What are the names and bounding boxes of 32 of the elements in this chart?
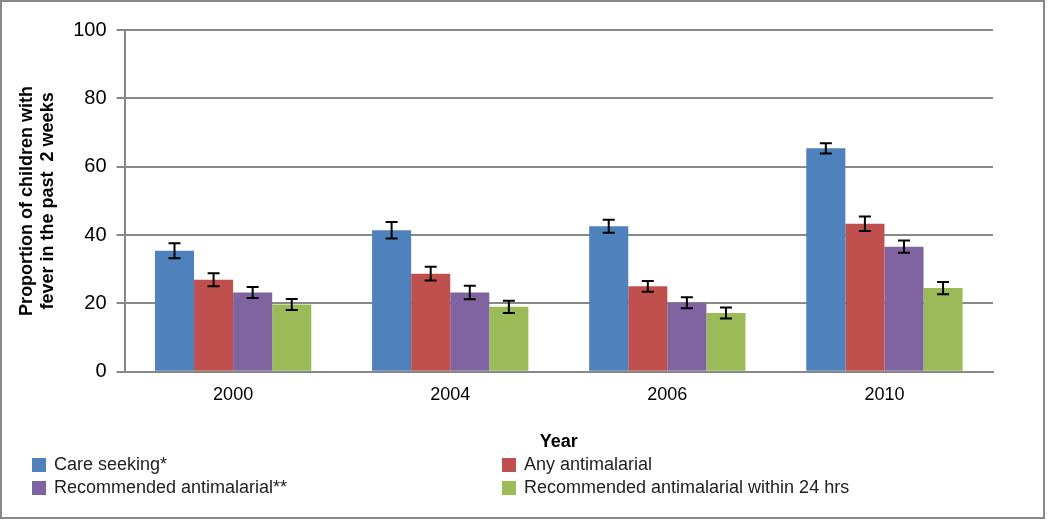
bar	[489, 306, 529, 371]
y-tick-label: 80	[84, 85, 107, 108]
bar	[154, 250, 195, 371]
y-tick-label: 60	[84, 154, 107, 177]
bar	[450, 292, 490, 371]
y-tick-label: 40	[84, 222, 107, 245]
legend-label: Recommended antimalarial**	[54, 477, 288, 498]
y-tick-label: 100	[73, 17, 107, 40]
bar	[706, 313, 746, 371]
bar	[411, 273, 451, 371]
bar	[667, 302, 707, 371]
bar	[194, 279, 234, 371]
y-tick-label: 20	[84, 290, 107, 313]
bar	[806, 148, 846, 371]
bar	[372, 230, 412, 371]
bar	[233, 292, 273, 371]
y-tick-label: 0	[95, 359, 107, 382]
bar	[923, 288, 963, 371]
x-tick-label: 2010	[864, 383, 905, 404]
legend-label: Care seeking*	[54, 454, 168, 475]
legend-label: Recommended antimalarial within 24 hrs	[524, 477, 850, 498]
x-axis-title: Year	[539, 431, 578, 452]
x-tick-label: 2004	[430, 383, 471, 404]
x-tick-label: 2000	[213, 383, 254, 404]
y-axis-title: Proportion of children with fever in the past 2 weeks	[15, 85, 58, 316]
bar	[884, 246, 924, 371]
x-tick-label: 2006	[647, 383, 688, 404]
bar	[272, 304, 312, 371]
legend-label: Any antimalarial	[524, 454, 653, 475]
bar	[589, 226, 629, 371]
bar	[628, 286, 668, 371]
bar	[845, 223, 885, 371]
